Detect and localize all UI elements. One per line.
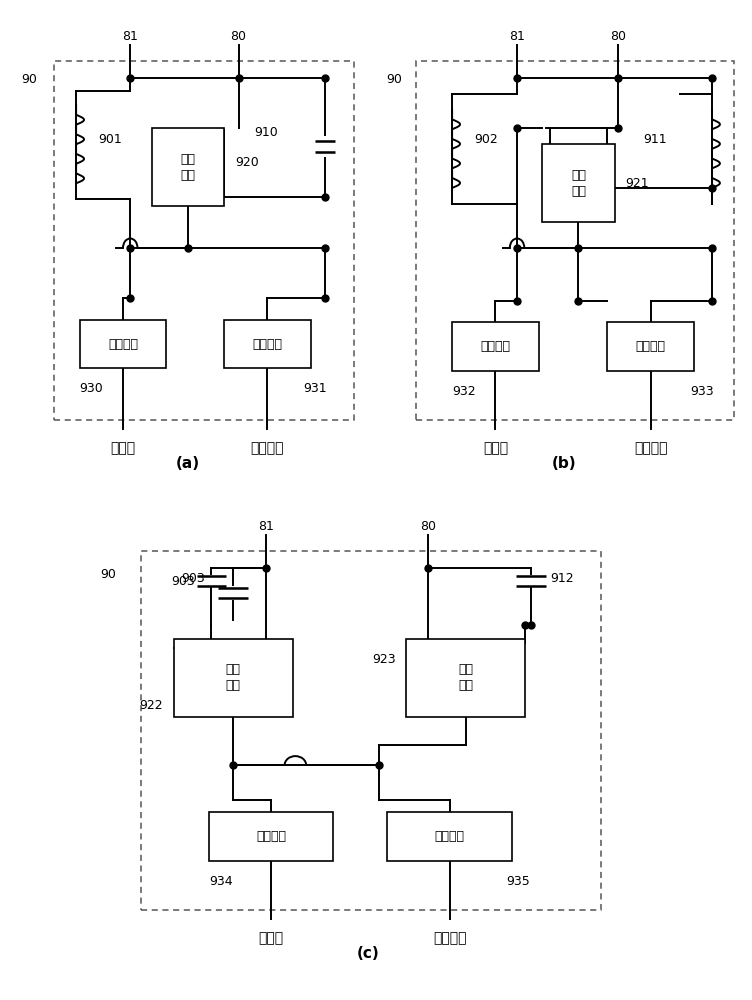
Text: 80: 80: [420, 520, 436, 533]
Bar: [416, 61, 734, 420]
Text: 频率值: 频率值: [111, 441, 135, 455]
Text: 90: 90: [101, 568, 117, 581]
Text: (a): (a): [176, 456, 200, 471]
Text: 差分
运算: 差分 运算: [226, 663, 241, 692]
Text: 80: 80: [610, 30, 626, 43]
Text: 90: 90: [21, 73, 37, 86]
Bar: [141, 551, 602, 910]
Bar: [80, 320, 166, 368]
Text: (c): (c): [357, 946, 380, 961]
Text: 912: 912: [550, 572, 574, 585]
Text: 81: 81: [258, 520, 274, 533]
Text: 901: 901: [98, 133, 122, 146]
Text: 差分
运算: 差分 运算: [571, 169, 586, 198]
Bar: [387, 812, 512, 861]
Text: 923: 923: [372, 653, 396, 666]
Text: 差分
运算: 差分 运算: [459, 663, 474, 692]
Text: 90: 90: [387, 73, 402, 86]
Bar: [209, 812, 333, 861]
Bar: [452, 322, 538, 371]
Text: 933: 933: [690, 385, 714, 398]
Text: 930: 930: [80, 382, 104, 395]
Text: 除法运算: 除法运算: [253, 338, 283, 351]
Text: 除法运算: 除法运算: [481, 340, 511, 353]
Bar: [542, 144, 614, 222]
Text: 902: 902: [474, 133, 498, 146]
Text: 信号类型: 信号类型: [433, 931, 466, 945]
Text: 920: 920: [235, 156, 259, 169]
Text: 911: 911: [644, 133, 667, 146]
Text: 903: 903: [182, 572, 205, 585]
Text: 922: 922: [139, 699, 162, 712]
Text: 910: 910: [254, 126, 278, 139]
Text: 除法运算: 除法运算: [435, 830, 465, 843]
Text: 除法运算: 除法运算: [108, 338, 138, 351]
Text: 差分
运算: 差分 运算: [180, 153, 196, 182]
Text: 频率值: 频率值: [483, 441, 508, 455]
Text: 频率值: 频率值: [259, 931, 284, 945]
Bar: [608, 322, 694, 371]
Text: 935: 935: [507, 875, 530, 888]
Bar: [54, 61, 354, 420]
Text: 934: 934: [209, 875, 232, 888]
Bar: [152, 128, 224, 206]
Text: 81: 81: [509, 30, 525, 43]
Text: 921: 921: [626, 177, 649, 190]
Text: 除法运算: 除法运算: [635, 340, 666, 353]
Text: 信号类型: 信号类型: [250, 441, 284, 455]
Text: 903: 903: [171, 575, 196, 588]
Text: 信号类型: 信号类型: [634, 441, 667, 455]
Bar: [174, 639, 293, 717]
Text: 除法运算: 除法运算: [256, 830, 286, 843]
Bar: [224, 320, 311, 368]
Text: 932: 932: [452, 385, 476, 398]
Bar: [406, 639, 526, 717]
Text: 931: 931: [304, 382, 327, 395]
Text: (b): (b): [552, 456, 576, 471]
Text: 81: 81: [123, 30, 138, 43]
Text: 80: 80: [231, 30, 247, 43]
